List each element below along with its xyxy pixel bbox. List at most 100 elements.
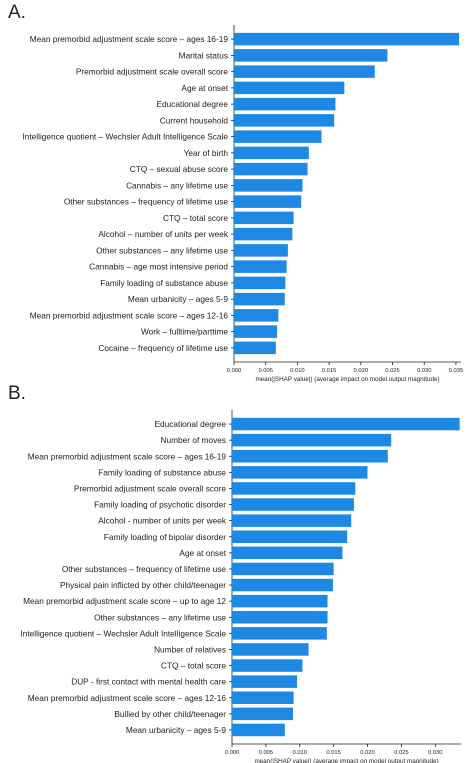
category-label: Premorbid adjustment scale overall score [74,483,227,493]
category-label: DUP - first contact with mental health c… [71,677,226,687]
bar [234,162,308,176]
x-tick-label: 0.030 [417,368,432,374]
bar [234,309,279,322]
bar [232,675,298,688]
bar [234,130,322,143]
x-axis-label: mean(|SHAP value|) (average impact on mo… [255,376,439,383]
bar [232,546,343,560]
category-label: CTQ – sexual abuse score [130,164,229,174]
bar [232,530,348,543]
bar [234,211,294,225]
bar [234,146,309,160]
bar [234,114,335,127]
bar [234,260,287,273]
category-label: CTQ – total score [163,213,228,223]
category-label: Other substances – any lifetime use [96,245,228,255]
category-label: Mean urbanicity – ages 5-9 [126,725,226,735]
category-label: Cannabis – any lifetime use [126,180,228,190]
bar [234,97,336,111]
bar [234,81,345,95]
x-axis-label: mean(|SHAP value|) (average impact on mo… [254,758,438,763]
chart-b: Educational degree Number of moves Mean pr… [20,410,461,763]
category-label: Work – fulltime/parttime [141,327,228,337]
category-label: Other substances – frequency of lifetime… [62,564,227,574]
x-tick-label: 0.000 [225,750,240,756]
category-label: Educational degree [155,419,227,429]
category-label: Family loading of bipolar disorder [104,532,226,542]
bar [232,514,352,527]
bar [232,433,392,447]
category-label: Intelligence quotient – Wechsler Adult I… [20,628,226,638]
bar [232,659,303,672]
category-label: Year of birth [184,148,229,158]
category-label: Physical pain inflicted by other child/t… [60,580,226,590]
x-tick-label: 0.015 [326,750,341,756]
x-tick-label: 0.010 [292,750,307,756]
category-label: Other substances – any lifetime use [94,612,226,622]
category-label: Premorbid adjustment scale overall score [76,67,229,77]
bar [234,49,388,62]
category-label: Family loading of substance abuse [98,467,226,477]
x-tick-label: 0.005 [258,368,273,374]
category-label: Number of moves [161,435,226,445]
category-label: Age at onset [181,83,228,93]
category-label: Alcohol – number of units per week [98,229,228,239]
x-tick-label: 0.020 [360,750,375,756]
category-label: Other substances – frequency of lifetime… [64,197,229,207]
category-label: Marital status [179,50,228,60]
category-label: Mean urbanicity – ages 5-9 [128,294,228,304]
x-tick-label: 0.010 [290,368,305,374]
bar [234,244,288,257]
bar [232,450,388,463]
bar [234,276,286,290]
bar [232,707,293,721]
category-label: Family loading of psychotic disorder [94,500,226,510]
bar [232,466,368,479]
x-tick-label: 0.015 [322,368,337,374]
category-label: Intelligence quotient – Wechsler Adult I… [22,132,228,142]
bar [232,562,334,576]
panel-b-letter: B. [8,383,26,404]
bar [232,417,460,431]
x-tick-label: 0.030 [428,750,443,756]
x-tick-label: 0.025 [385,368,400,374]
bar [232,691,294,704]
bar [234,195,302,208]
x-tick-label: 0.025 [394,750,409,756]
category-label: Family loading of substance abuse [100,278,228,288]
bar [232,482,356,495]
category-label: Mean premorbid adjustment scale score – … [28,451,227,461]
category-label: Current household [160,115,229,125]
chart-a: Mean premorbid adjustment scale score – … [22,25,464,383]
bar [232,627,327,640]
x-tick-label: 0.020 [354,368,369,374]
category-label: Educational degree [157,99,229,109]
category-label: Mean premorbid adjustment scale score – … [30,34,229,44]
bar [232,643,309,656]
category-label: Mean premorbid adjustment scale score – … [23,596,226,606]
x-tick-label: 0.005 [259,750,274,756]
category-label: Age at onset [179,548,226,558]
category-label: Bullied by other child/teenager [114,709,226,719]
bar [234,65,375,78]
category-label: Cannabis – age most intensive period [89,262,228,272]
x-tick-label: 0.035 [449,368,464,374]
bar [234,325,278,338]
bar [232,498,354,511]
x-tick-label: 0.000 [227,368,242,374]
category-label: Number of relatives [154,644,226,654]
category-label: Alcohol - number of units per week [98,516,227,526]
bar [232,723,285,737]
bar [232,611,328,624]
bar [234,341,276,355]
category-label: Mean premorbid adjustment scale score – … [30,310,229,320]
bar [234,292,285,306]
bar [234,32,460,46]
category-label: Mean premorbid adjustment scale score – … [28,693,227,703]
category-label: CTQ – total score [161,661,226,671]
bar [234,227,293,241]
bar [232,594,328,608]
category-label: Cocaine – frequency of lifetime use [98,343,228,353]
bar [234,179,303,192]
bar [232,578,333,592]
